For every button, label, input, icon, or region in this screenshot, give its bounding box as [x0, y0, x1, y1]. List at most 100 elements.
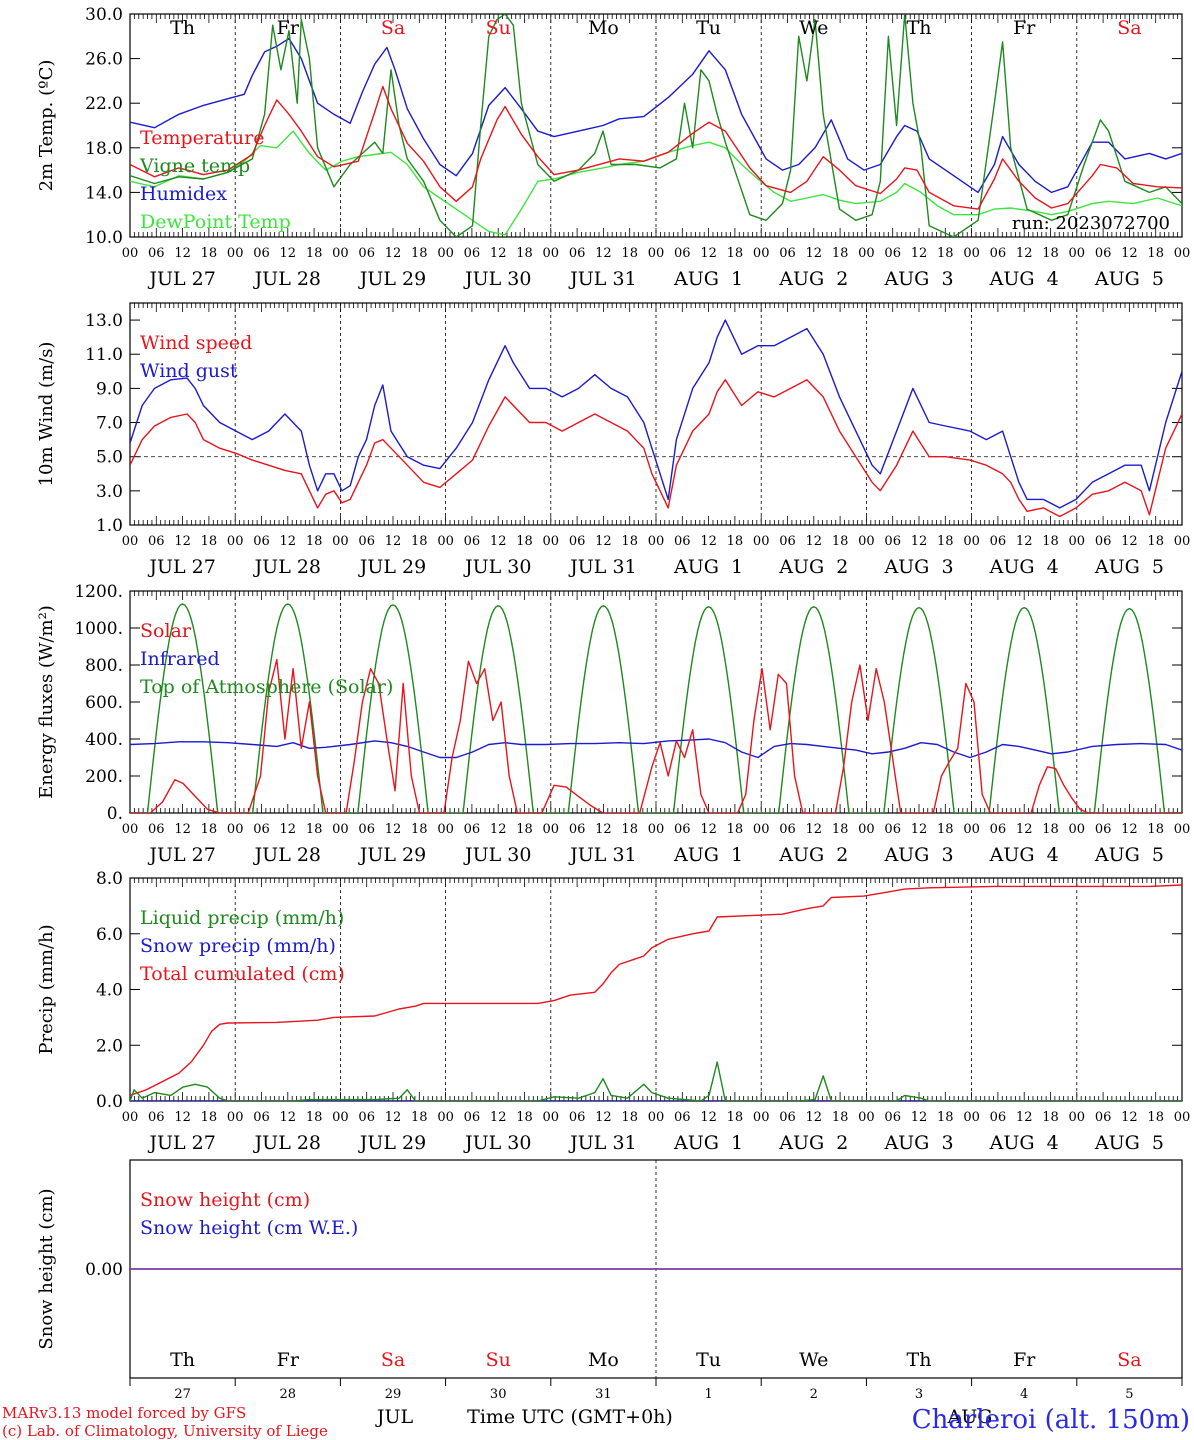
legend-entry: Wind speed — [140, 332, 252, 354]
hour-tick-label: 18 — [832, 1110, 849, 1125]
date-label: AUG 2 — [778, 1132, 848, 1154]
hour-tick-label: 18 — [516, 246, 533, 261]
day-abbr-label: Th — [907, 17, 932, 39]
series-line-humidex — [130, 37, 1182, 194]
hour-tick-label: 18 — [621, 1110, 638, 1125]
date-label: JUL 30 — [463, 556, 531, 578]
hour-tick-label: 18 — [411, 246, 428, 261]
hour-tick-label: 00 — [1174, 822, 1191, 837]
hour-tick-label: 06 — [569, 246, 586, 261]
day-number-label: 29 — [385, 1387, 402, 1402]
hour-tick-label: 06 — [884, 1110, 901, 1125]
hour-tick-label: 12 — [700, 822, 717, 837]
hour-tick-label: 00 — [227, 1110, 244, 1125]
hour-tick-label: 18 — [516, 822, 533, 837]
hour-tick-label: 12 — [911, 534, 928, 549]
hour-tick-label: 12 — [1121, 534, 1138, 549]
hour-tick-label: 12 — [174, 534, 191, 549]
y-axis-label: Energy fluxes (W/m²) — [36, 605, 57, 799]
hour-tick-label: 00 — [437, 534, 454, 549]
hour-tick-label: 18 — [727, 246, 744, 261]
hour-tick-label: 18 — [1147, 246, 1164, 261]
hour-tick-label: 00 — [963, 1110, 980, 1125]
day-abbr-label: Fr — [277, 17, 300, 39]
hour-tick-label: 00 — [122, 1110, 139, 1125]
hour-tick-label: 00 — [648, 1110, 665, 1125]
hour-tick-label: 18 — [1147, 822, 1164, 837]
hour-tick-label: 12 — [595, 822, 612, 837]
hour-tick-label: 18 — [516, 1110, 533, 1125]
day-number-label: 4 — [1020, 1387, 1028, 1402]
hour-tick-label: 00 — [543, 1110, 560, 1125]
series-line-top-of-atmosphere-solar- — [130, 603, 1182, 813]
date-label: JUL 28 — [253, 844, 321, 866]
y-tick-label: 400. — [85, 730, 123, 750]
hour-tick-label: 06 — [464, 246, 481, 261]
hour-tick-label: 06 — [779, 534, 796, 549]
panel-1: 10.0 14.0 18.0 22.0 26.0 30.0 2m Temp. (ºC) Tem… — [36, 5, 1190, 290]
y-tick-label: 6.0 — [96, 925, 123, 945]
y-tick-label: 800. — [85, 656, 123, 676]
y-tick-label: 1000. — [74, 619, 123, 639]
hour-tick-label: 06 — [253, 822, 270, 837]
hour-tick-label: 12 — [911, 822, 928, 837]
day-abbr-label: Th — [907, 1349, 932, 1371]
series-group — [130, 14, 1182, 237]
hour-tick-label: 06 — [569, 1110, 586, 1125]
day-abbr-label: Sa — [1117, 17, 1141, 39]
hour-tick-label: 06 — [779, 1110, 796, 1125]
hour-tick-label: 00 — [963, 246, 980, 261]
date-label: AUG 1 — [673, 1132, 743, 1154]
date-label: AUG 1 — [673, 556, 743, 578]
hour-tick-label: 06 — [464, 822, 481, 837]
hour-tick-label: 12 — [385, 1110, 402, 1125]
day-abbr-label: Su — [486, 1349, 511, 1371]
y-tick-label: 10.0 — [85, 228, 123, 248]
hour-tick-label: 18 — [201, 1110, 218, 1125]
y-tick-label: 22.0 — [85, 94, 123, 114]
date-label: AUG 2 — [778, 268, 848, 290]
hour-tick-label: 12 — [385, 534, 402, 549]
y-tick-label: 14.0 — [85, 183, 123, 203]
hour-tick-label: 00 — [543, 246, 560, 261]
hour-tick-label: 00 — [1174, 534, 1191, 549]
day-abbr-label: Fr — [277, 1349, 300, 1371]
hour-tick-label: 00 — [437, 246, 454, 261]
y-tick-label: 0.00 — [85, 1260, 123, 1280]
hour-tick-label: 18 — [832, 822, 849, 837]
plot-frame — [129, 13, 1183, 238]
hour-tick-label: 12 — [595, 534, 612, 549]
hour-tick-label: 18 — [1147, 534, 1164, 549]
station-title: Charleroi (alt. 150m) — [912, 1405, 1190, 1435]
date-label: JUL 27 — [147, 844, 215, 866]
day-number-label: 27 — [174, 1387, 191, 1402]
hour-tick-label: 18 — [201, 534, 218, 549]
hour-tick-label: 12 — [280, 1110, 297, 1125]
hour-tick-label: 12 — [174, 246, 191, 261]
y-tick-label: 26.0 — [85, 50, 123, 70]
legend-entry: Humidex — [140, 183, 227, 205]
hour-tick-label: 12 — [1016, 1110, 1033, 1125]
hour-tick-label: 12 — [806, 534, 823, 549]
date-label: AUG 4 — [989, 1132, 1059, 1154]
y-tick-label: 1.0 — [96, 516, 123, 536]
legend-entry: Total cumulated (cm) — [140, 963, 345, 985]
hour-tick-label: 06 — [674, 1110, 691, 1125]
model-credit: MARv3.13 model forced by GFS — [2, 1404, 246, 1422]
hour-tick-label: 00 — [753, 1110, 770, 1125]
legend-entry: DewPoint Temp — [140, 211, 291, 233]
hour-tick-label: 12 — [700, 246, 717, 261]
day-abbr-label: Tu — [696, 1349, 721, 1371]
date-label: JUL 31 — [568, 1132, 636, 1154]
time-axis-title: Time UTC (GMT+0h) — [467, 1406, 673, 1428]
panel-5: 0.00 Snow height (cm) Snow height (cm) Snow… — [36, 1159, 1183, 1402]
hour-tick-label: 18 — [937, 1110, 954, 1125]
hour-tick-label: 06 — [990, 822, 1007, 837]
month-right-label: AUG — [947, 1406, 993, 1428]
month-left-label: JUL — [375, 1406, 414, 1428]
hour-tick-label: 18 — [621, 534, 638, 549]
day-abbr-label: We — [799, 17, 828, 39]
date-label: AUG 1 — [673, 268, 743, 290]
hour-tick-label: 12 — [385, 822, 402, 837]
hour-tick-label: 12 — [1016, 246, 1033, 261]
